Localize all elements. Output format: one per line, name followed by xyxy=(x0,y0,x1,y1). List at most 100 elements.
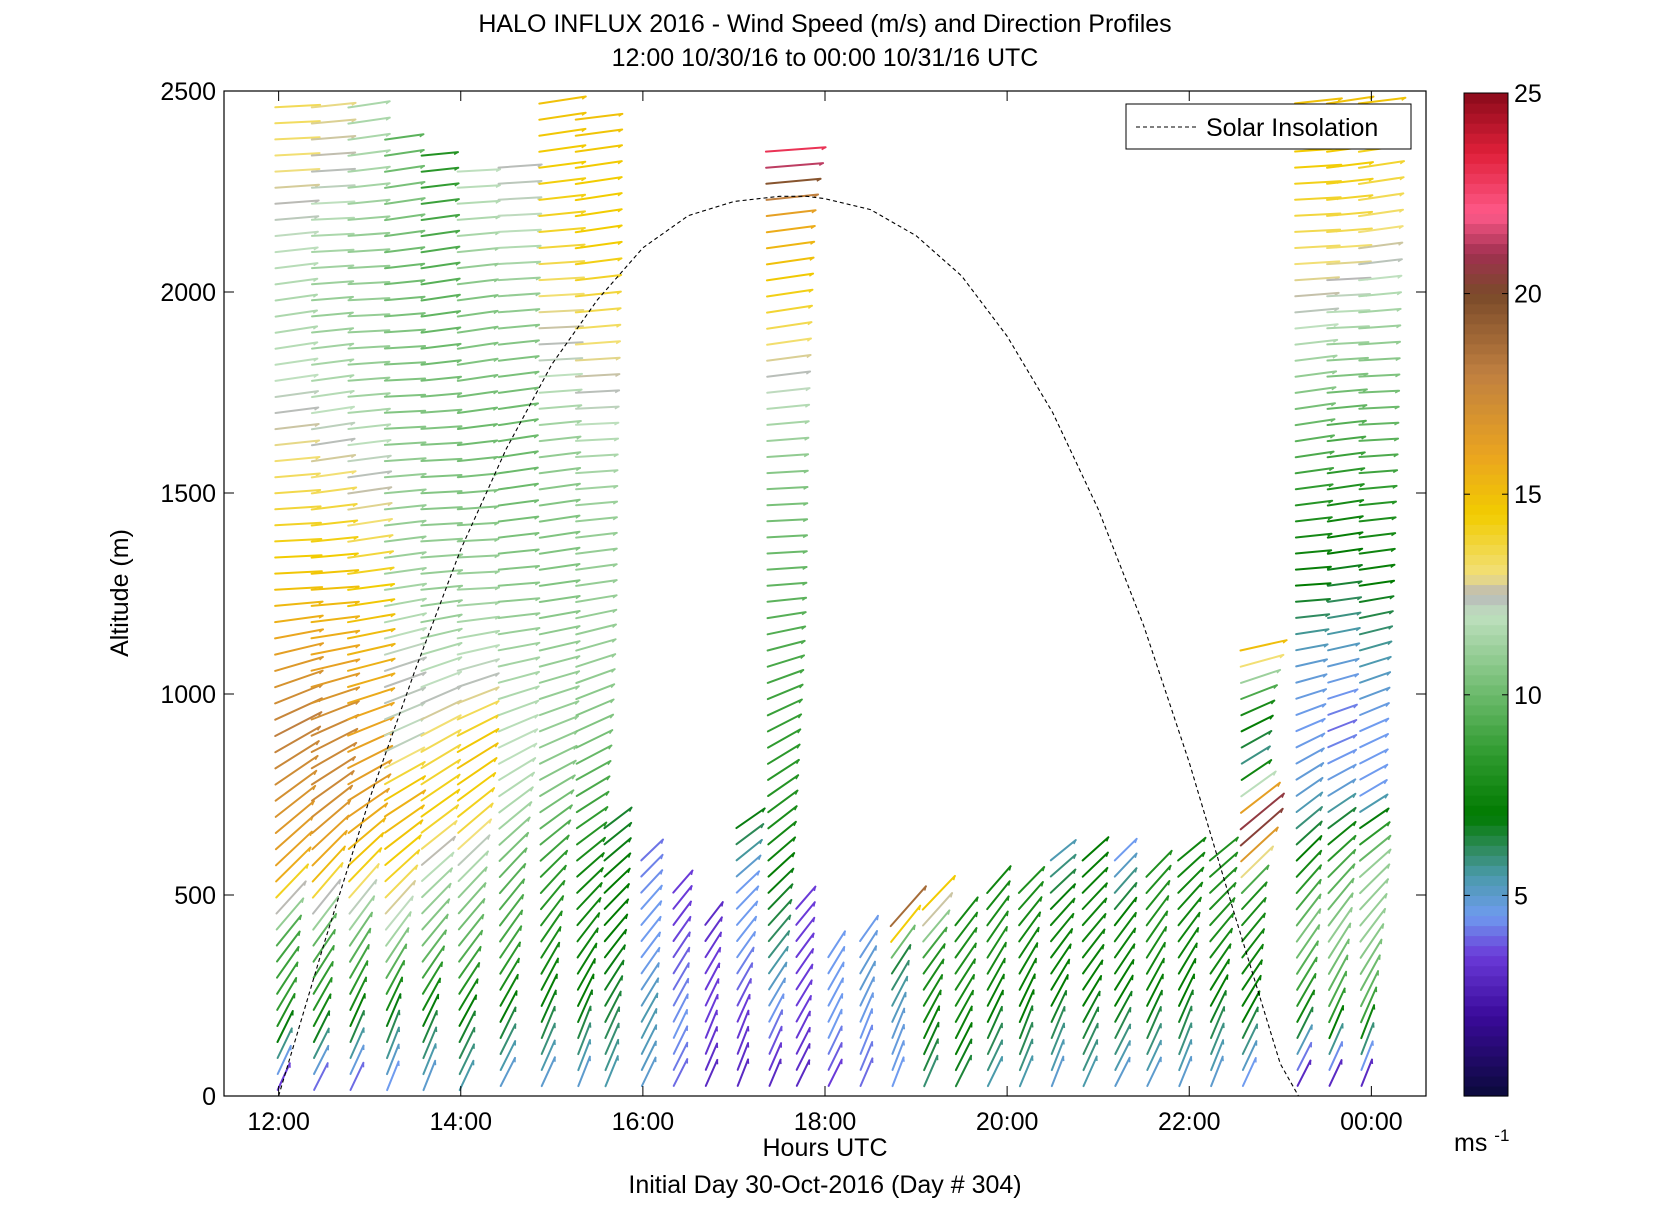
wind-vector xyxy=(604,944,626,975)
colorbar-band xyxy=(1464,785,1508,796)
wind-vector xyxy=(575,500,619,507)
wind-vector xyxy=(1177,942,1198,975)
wind-vector-head xyxy=(753,931,756,937)
x-tick-label: 14:00 xyxy=(429,1108,492,1136)
wind-vector-head xyxy=(413,880,416,886)
wind-vector xyxy=(540,880,566,911)
wind-vector xyxy=(420,213,461,221)
wind-vector-head xyxy=(416,849,420,855)
wind-vector-head xyxy=(575,579,581,584)
wind-vector xyxy=(1049,868,1077,894)
wind-vector xyxy=(274,439,321,447)
wind-vector-head xyxy=(533,466,539,471)
wind-vector-head xyxy=(1319,835,1323,841)
wind-vector xyxy=(274,168,321,173)
wind-vector xyxy=(1296,956,1318,991)
wind-vector xyxy=(764,146,827,153)
wind-vector xyxy=(347,392,391,398)
wind-vector-head xyxy=(602,837,606,843)
wind-vector xyxy=(347,215,391,221)
wind-vector-head xyxy=(1104,898,1108,904)
wind-vector xyxy=(1295,732,1326,749)
wind-vector xyxy=(577,1055,591,1088)
wind-vector xyxy=(311,232,355,237)
wind-vector xyxy=(1296,1024,1313,1055)
wind-vector-head xyxy=(495,200,501,204)
wind-vector xyxy=(310,200,356,205)
wind-vector-head xyxy=(627,853,632,858)
wind-vector-head xyxy=(623,945,626,950)
wind-vector xyxy=(1326,161,1374,169)
wind-vector xyxy=(274,136,321,141)
wind-vector xyxy=(383,441,427,446)
wind-vector xyxy=(795,1026,811,1055)
wind-vector-head xyxy=(628,837,632,843)
wind-vector xyxy=(456,278,499,286)
wind-vector-head xyxy=(301,898,305,903)
wind-vector-head xyxy=(385,392,391,397)
wind-vector xyxy=(1359,793,1389,813)
wind-vector-head xyxy=(1168,865,1172,871)
wind-vector-head xyxy=(494,538,499,543)
wind-vector xyxy=(1018,1021,1034,1056)
wind-vector-head xyxy=(575,483,581,487)
wind-vector xyxy=(538,514,581,523)
wind-vector xyxy=(274,120,321,125)
wind-vector xyxy=(859,1024,874,1055)
wind-vector xyxy=(420,743,462,770)
wind-vector-head xyxy=(923,886,927,891)
wind-vector xyxy=(497,434,539,443)
wind-vector-head xyxy=(318,614,324,619)
colorbar-band xyxy=(1464,945,1508,957)
wind-vector xyxy=(1358,516,1397,523)
wind-vector xyxy=(1294,450,1335,459)
wind-vector-head xyxy=(308,847,312,852)
wind-vector-head xyxy=(1202,837,1207,843)
wind-vector-head xyxy=(1333,323,1339,328)
wind-vector-head xyxy=(575,640,581,645)
wind-vector-head xyxy=(626,883,630,889)
wind-vector xyxy=(890,904,922,943)
wind-vector xyxy=(1082,1055,1098,1088)
wind-vector xyxy=(889,885,927,928)
wind-vector-head xyxy=(1384,794,1389,799)
wind-vector xyxy=(923,1021,940,1056)
colorbar-band xyxy=(1464,975,1508,987)
wind-vector-head xyxy=(1321,718,1326,723)
wind-vector-head xyxy=(448,883,452,889)
wind-vector xyxy=(768,977,786,1007)
wind-vector xyxy=(310,629,361,640)
wind-vector xyxy=(1209,912,1235,943)
wind-vector xyxy=(827,1008,843,1039)
wind-vector xyxy=(538,451,582,459)
y-axis-label: Altitude (m) xyxy=(106,529,134,657)
wind-vector xyxy=(497,196,543,201)
wind-vector xyxy=(859,914,879,943)
wind-vector-head xyxy=(355,672,360,677)
wind-vector-head xyxy=(564,850,568,856)
wind-vector xyxy=(1049,839,1077,862)
wind-vector xyxy=(498,786,534,814)
wind-vector xyxy=(672,962,690,991)
wind-vector-head xyxy=(1333,307,1339,312)
colorbar-band xyxy=(1464,534,1508,545)
wind-vector xyxy=(456,184,501,189)
wind-vector-head xyxy=(313,374,319,379)
wind-vector xyxy=(1017,866,1046,894)
wind-vector xyxy=(1358,610,1394,620)
wind-vector xyxy=(347,149,391,157)
wind-vector xyxy=(276,977,298,1011)
wind-vector-head xyxy=(567,820,571,825)
wind-vector xyxy=(1239,653,1285,668)
wind-vector xyxy=(347,613,396,624)
wind-vector-head xyxy=(803,486,808,490)
wind-vector-head xyxy=(803,453,809,458)
wind-vector xyxy=(1240,730,1273,749)
colorbar-band xyxy=(1464,865,1508,876)
wind-vector-head xyxy=(390,702,395,707)
wind-vector xyxy=(274,600,324,607)
wind-vector-head xyxy=(533,499,539,504)
wind-vector xyxy=(1294,565,1332,571)
wind-vector xyxy=(1360,970,1380,1008)
wind-vector xyxy=(1359,821,1391,846)
